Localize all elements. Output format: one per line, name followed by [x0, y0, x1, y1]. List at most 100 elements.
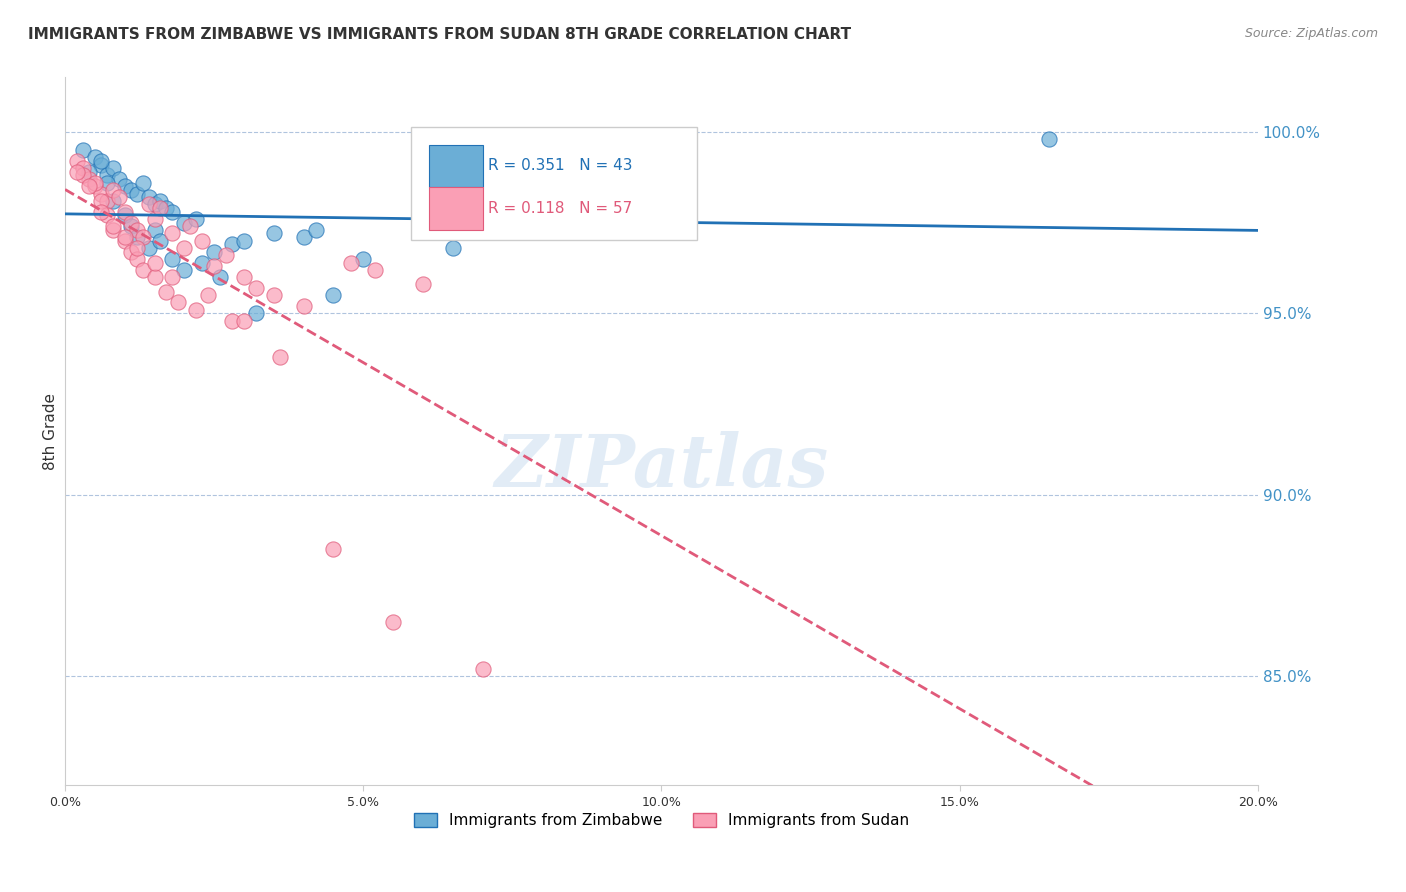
- Point: [162, 270, 184, 285]
- Legend: Immigrants from Zimbabwe, Immigrants from Sudan: Immigrants from Zimbabwe, Immigrants fro…: [408, 806, 915, 834]
- Point: [138, 241, 160, 255]
- Point: [125, 252, 148, 266]
- Text: R = 0.351   N = 43: R = 0.351 N = 43: [488, 159, 633, 173]
- Point: [191, 255, 214, 269]
- Point: [173, 241, 195, 255]
- Point: [143, 255, 166, 269]
- Point: [167, 295, 190, 310]
- Point: [202, 259, 225, 273]
- Point: [162, 227, 184, 241]
- Point: [269, 350, 291, 364]
- Point: [120, 244, 142, 259]
- Point: [149, 194, 172, 208]
- Point: [138, 190, 160, 204]
- Point: [441, 241, 464, 255]
- Point: [191, 234, 214, 248]
- Point: [96, 208, 118, 222]
- Point: [245, 306, 267, 320]
- Text: ZIPatlas: ZIPatlas: [495, 431, 828, 502]
- Point: [107, 172, 129, 186]
- Point: [364, 262, 387, 277]
- Point: [66, 165, 89, 179]
- Point: [114, 234, 136, 248]
- Point: [96, 194, 118, 208]
- Point: [101, 223, 124, 237]
- Point: [90, 194, 112, 208]
- FancyBboxPatch shape: [411, 127, 697, 240]
- Point: [186, 302, 208, 317]
- Point: [114, 230, 136, 244]
- Point: [77, 179, 100, 194]
- Point: [83, 179, 105, 194]
- Point: [245, 281, 267, 295]
- Point: [90, 186, 112, 201]
- Point: [143, 197, 166, 211]
- Point: [66, 153, 89, 168]
- Y-axis label: 8th Grade: 8th Grade: [44, 392, 58, 470]
- Point: [340, 255, 363, 269]
- Point: [90, 153, 112, 168]
- Point: [209, 270, 232, 285]
- Point: [120, 183, 142, 197]
- Point: [90, 157, 112, 171]
- Point: [322, 542, 344, 557]
- Point: [322, 288, 344, 302]
- Point: [143, 270, 166, 285]
- Point: [125, 230, 148, 244]
- Point: [1038, 132, 1060, 146]
- Point: [202, 244, 225, 259]
- Point: [107, 190, 129, 204]
- Point: [173, 262, 195, 277]
- Point: [186, 211, 208, 226]
- Point: [77, 165, 100, 179]
- Point: [215, 248, 238, 262]
- Point: [179, 219, 201, 234]
- Point: [101, 194, 124, 208]
- Point: [263, 288, 285, 302]
- Point: [131, 230, 153, 244]
- Point: [120, 219, 142, 234]
- Point: [263, 227, 285, 241]
- Point: [412, 277, 434, 292]
- Point: [304, 223, 326, 237]
- Text: R = 0.118   N = 57: R = 0.118 N = 57: [488, 201, 633, 216]
- Text: Source: ZipAtlas.com: Source: ZipAtlas.com: [1244, 27, 1378, 40]
- Point: [561, 194, 583, 208]
- Point: [155, 285, 177, 299]
- Point: [221, 313, 243, 327]
- Point: [83, 150, 105, 164]
- Point: [531, 190, 554, 204]
- FancyBboxPatch shape: [429, 187, 482, 229]
- Point: [131, 176, 153, 190]
- Point: [125, 186, 148, 201]
- Point: [101, 219, 124, 234]
- Point: [173, 216, 195, 230]
- Point: [96, 169, 118, 183]
- Point: [96, 176, 118, 190]
- Point: [120, 216, 142, 230]
- Point: [101, 183, 124, 197]
- Point: [114, 204, 136, 219]
- Point: [233, 270, 256, 285]
- Point: [292, 299, 315, 313]
- Point: [90, 204, 112, 219]
- Point: [471, 662, 494, 676]
- Point: [83, 176, 105, 190]
- Point: [162, 252, 184, 266]
- Point: [149, 201, 172, 215]
- Point: [221, 237, 243, 252]
- Point: [143, 223, 166, 237]
- Point: [162, 204, 184, 219]
- FancyBboxPatch shape: [429, 145, 482, 187]
- Point: [72, 143, 94, 157]
- Point: [138, 197, 160, 211]
- Point: [143, 211, 166, 226]
- Point: [233, 234, 256, 248]
- Point: [352, 252, 374, 266]
- Point: [292, 230, 315, 244]
- Point: [197, 288, 219, 302]
- Point: [72, 161, 94, 176]
- Point: [233, 313, 256, 327]
- Point: [149, 234, 172, 248]
- Point: [114, 179, 136, 194]
